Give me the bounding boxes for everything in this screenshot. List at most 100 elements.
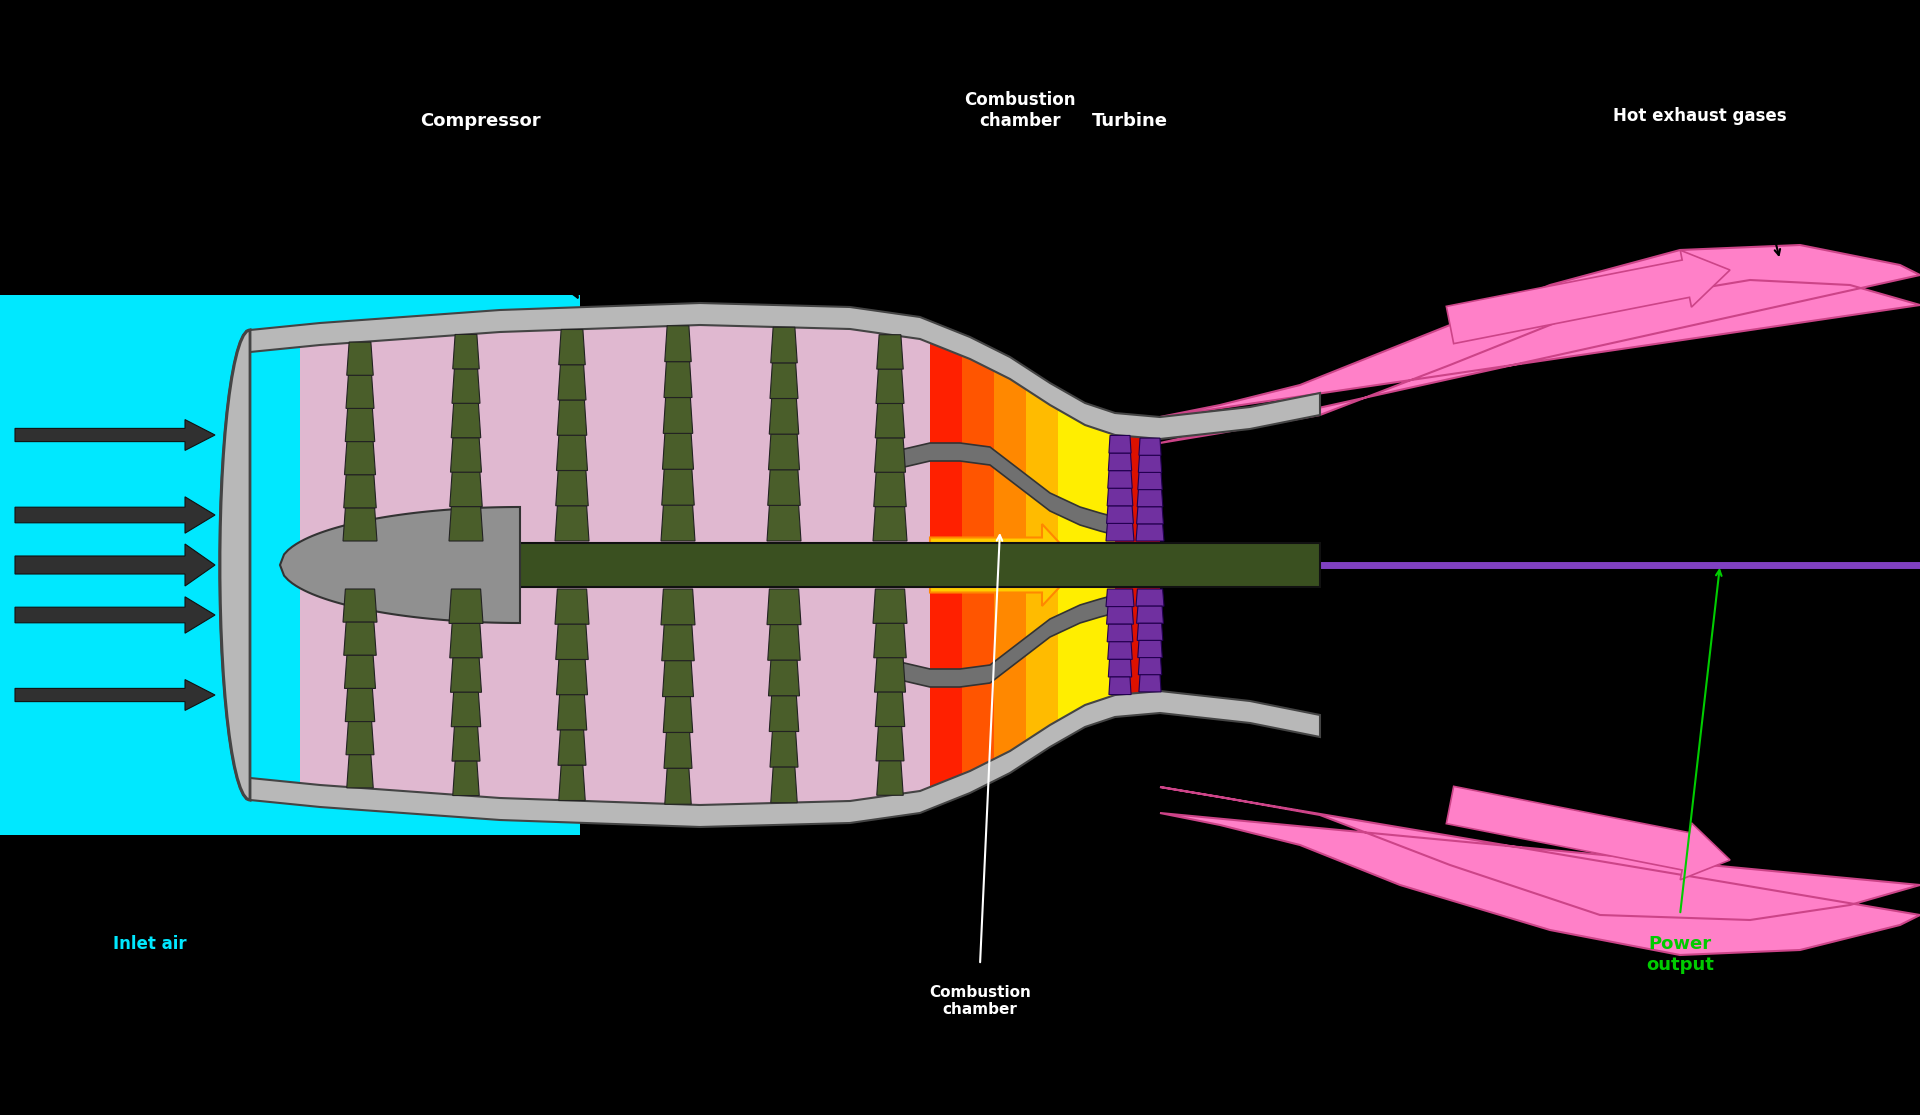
Polygon shape	[662, 469, 695, 505]
FancyArrow shape	[1446, 250, 1730, 343]
Polygon shape	[929, 343, 962, 787]
FancyArrow shape	[15, 544, 215, 586]
Polygon shape	[451, 404, 480, 438]
FancyArrow shape	[15, 597, 215, 633]
Polygon shape	[1137, 589, 1164, 607]
Polygon shape	[451, 369, 480, 404]
Polygon shape	[1106, 523, 1135, 541]
Polygon shape	[664, 733, 691, 768]
Polygon shape	[344, 622, 376, 656]
Polygon shape	[344, 475, 376, 507]
Polygon shape	[1139, 640, 1162, 658]
Polygon shape	[770, 398, 799, 434]
Polygon shape	[876, 404, 904, 438]
Polygon shape	[876, 727, 904, 760]
Polygon shape	[770, 731, 799, 767]
Polygon shape	[874, 658, 906, 692]
Text: Combustion
chamber: Combustion chamber	[929, 985, 1031, 1017]
Polygon shape	[280, 507, 520, 623]
Polygon shape	[995, 371, 1025, 759]
Polygon shape	[346, 721, 374, 755]
Polygon shape	[1137, 623, 1164, 640]
Polygon shape	[768, 660, 799, 696]
FancyArrow shape	[15, 419, 215, 450]
Polygon shape	[770, 327, 797, 362]
Polygon shape	[559, 730, 586, 765]
Polygon shape	[453, 762, 480, 795]
Polygon shape	[321, 543, 1321, 586]
Polygon shape	[662, 697, 693, 733]
Polygon shape	[344, 589, 376, 622]
Text: Combustion
chamber: Combustion chamber	[964, 91, 1075, 130]
Polygon shape	[874, 438, 906, 473]
Polygon shape	[346, 688, 374, 721]
Polygon shape	[962, 356, 995, 774]
Polygon shape	[1108, 471, 1133, 488]
Polygon shape	[874, 589, 906, 623]
Polygon shape	[664, 326, 691, 361]
Polygon shape	[879, 443, 1116, 535]
Polygon shape	[770, 767, 797, 803]
Polygon shape	[1108, 642, 1133, 659]
Polygon shape	[1137, 506, 1164, 524]
FancyArrow shape	[15, 497, 215, 533]
Polygon shape	[1137, 524, 1164, 541]
Polygon shape	[1025, 389, 1058, 740]
Polygon shape	[346, 376, 374, 408]
Polygon shape	[348, 342, 372, 376]
Polygon shape	[0, 295, 580, 835]
Polygon shape	[1139, 675, 1162, 692]
Polygon shape	[557, 400, 588, 435]
Polygon shape	[449, 506, 484, 541]
Polygon shape	[877, 334, 902, 369]
FancyArrow shape	[15, 680, 215, 710]
Polygon shape	[1116, 435, 1160, 695]
Polygon shape	[557, 435, 588, 471]
Polygon shape	[449, 589, 484, 623]
Polygon shape	[1160, 245, 1920, 443]
Text: Turbine: Turbine	[1092, 112, 1167, 130]
Polygon shape	[1106, 506, 1133, 523]
Polygon shape	[660, 505, 695, 541]
Polygon shape	[877, 760, 902, 795]
Polygon shape	[662, 398, 693, 434]
Text: Hot exhaust gases: Hot exhaust gases	[1613, 107, 1788, 125]
Polygon shape	[555, 589, 589, 624]
Polygon shape	[557, 659, 588, 695]
Polygon shape	[555, 506, 589, 541]
Polygon shape	[1139, 658, 1162, 675]
Polygon shape	[1058, 409, 1116, 720]
Polygon shape	[768, 469, 801, 505]
Polygon shape	[768, 624, 801, 660]
Polygon shape	[250, 303, 1321, 439]
Polygon shape	[449, 472, 482, 506]
Polygon shape	[348, 755, 372, 788]
Polygon shape	[1160, 787, 1920, 956]
Polygon shape	[250, 691, 1321, 827]
Polygon shape	[451, 438, 482, 472]
Polygon shape	[346, 408, 374, 442]
Polygon shape	[874, 473, 906, 506]
Polygon shape	[662, 434, 693, 469]
Text: Inlet air: Inlet air	[113, 935, 186, 953]
Polygon shape	[1139, 473, 1162, 489]
Polygon shape	[555, 471, 588, 506]
Polygon shape	[559, 765, 586, 801]
Text: Power
output: Power output	[1645, 935, 1715, 973]
Polygon shape	[221, 330, 250, 799]
Polygon shape	[1139, 455, 1162, 473]
Polygon shape	[662, 624, 695, 661]
FancyArrow shape	[929, 524, 1081, 605]
FancyArrow shape	[1446, 786, 1730, 880]
Polygon shape	[1108, 488, 1133, 506]
Polygon shape	[559, 365, 586, 400]
Polygon shape	[766, 505, 801, 541]
Polygon shape	[770, 362, 799, 398]
Polygon shape	[555, 624, 588, 659]
Polygon shape	[344, 507, 376, 541]
Polygon shape	[1110, 436, 1131, 453]
Polygon shape	[344, 656, 376, 688]
Polygon shape	[1137, 489, 1164, 506]
Polygon shape	[768, 434, 799, 469]
Polygon shape	[660, 589, 695, 624]
